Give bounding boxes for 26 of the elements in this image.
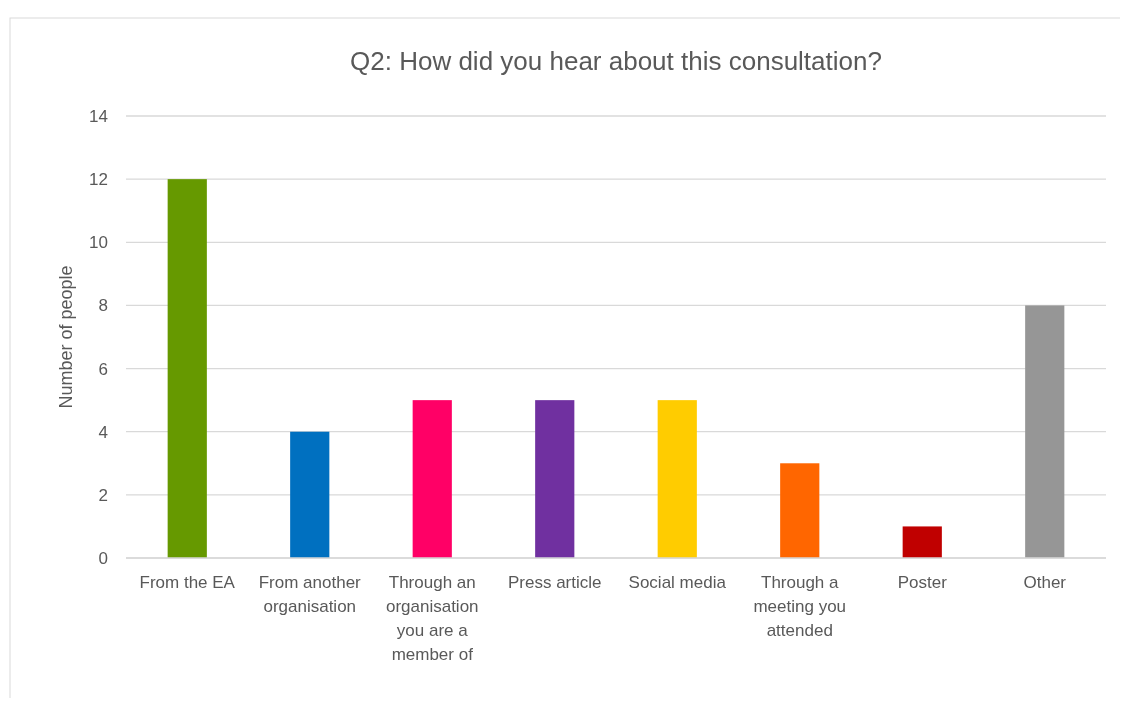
x-tick-label: Poster xyxy=(897,573,948,592)
x-tick-label: Other xyxy=(1023,573,1067,592)
bar xyxy=(412,400,452,558)
y-tick-label: 10 xyxy=(89,233,108,253)
x-tick-label: From the EA xyxy=(139,573,236,592)
bar xyxy=(902,526,942,558)
x-tick-label: Through a meeting you attended xyxy=(753,573,847,640)
chart-title: Q2: How did you hear about this consultation? xyxy=(350,46,882,76)
y-tick-label: 14 xyxy=(89,106,108,126)
y-tick-label: 4 xyxy=(98,422,108,442)
x-tick-label: Social media xyxy=(628,573,727,592)
bar xyxy=(290,431,330,558)
y-axis-title: Number of people xyxy=(56,265,76,409)
x-tick-label: Press article xyxy=(507,573,602,592)
y-tick-label: 2 xyxy=(98,485,108,505)
bar xyxy=(780,463,820,558)
x-tick-label: Through an organisation you are a member of xyxy=(385,573,479,664)
y-tick-label: 8 xyxy=(98,296,108,316)
x-tick-label: From another organisation xyxy=(258,573,362,616)
y-tick-label: 12 xyxy=(89,170,108,190)
y-tick-label: 0 xyxy=(98,548,108,568)
bar xyxy=(1025,305,1065,558)
bar xyxy=(535,400,575,558)
bar xyxy=(657,400,697,558)
y-tick-label: 6 xyxy=(98,359,108,379)
bar xyxy=(167,179,207,558)
